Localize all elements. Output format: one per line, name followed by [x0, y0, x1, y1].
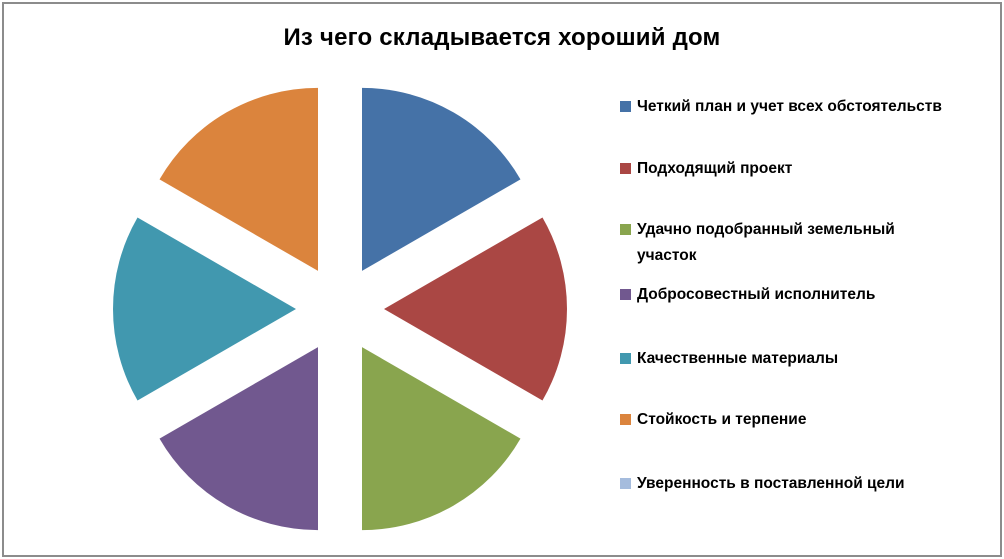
- legend-swatch: [620, 353, 631, 364]
- legend-item[interactable]: Четкий план и учет всех обстоятельств: [620, 94, 942, 120]
- legend-label: Четкий план и учет всех обстоятельств: [637, 98, 942, 115]
- pie-slice[interactable]: [159, 347, 318, 531]
- pie-slice[interactable]: [384, 217, 567, 401]
- legend-item[interactable]: Добросовестный исполнитель: [620, 282, 875, 308]
- pie-slice[interactable]: [113, 217, 296, 401]
- legend-label: Удачно подобранный земельный участок: [637, 221, 895, 264]
- legend-item[interactable]: Стойкость и терпение: [620, 407, 806, 433]
- legend-swatch: [620, 163, 631, 174]
- pie-slice[interactable]: [362, 347, 521, 531]
- pie-slice[interactable]: [159, 87, 318, 271]
- legend-label: Качественные материалы: [637, 350, 839, 367]
- legend-label: Добросовестный исполнитель: [637, 286, 876, 303]
- legend-swatch: [620, 478, 631, 489]
- chart-legend: Четкий план и учет всех обстоятельств Под…: [620, 0, 998, 559]
- chart-title: Из чего складывается хороший дом: [283, 24, 721, 51]
- legend-swatch: [620, 414, 631, 425]
- legend-item[interactable]: Уверенность в поставленной цели: [620, 471, 905, 497]
- legend-label: Уверенность в поставленной цели: [637, 475, 905, 492]
- legend-swatch: [620, 224, 631, 235]
- legend-swatch: [620, 289, 631, 300]
- legend-label: Стойкость и терпение: [637, 411, 807, 428]
- legend-item[interactable]: Удачно подобранный земельный участок: [620, 217, 909, 269]
- legend-item[interactable]: Подходящий проект: [620, 156, 792, 182]
- legend-label: Подходящий проект: [637, 160, 793, 177]
- legend-swatch: [620, 101, 631, 112]
- legend-item[interactable]: Качественные материалы: [620, 346, 838, 372]
- pie-slice[interactable]: [362, 87, 521, 271]
